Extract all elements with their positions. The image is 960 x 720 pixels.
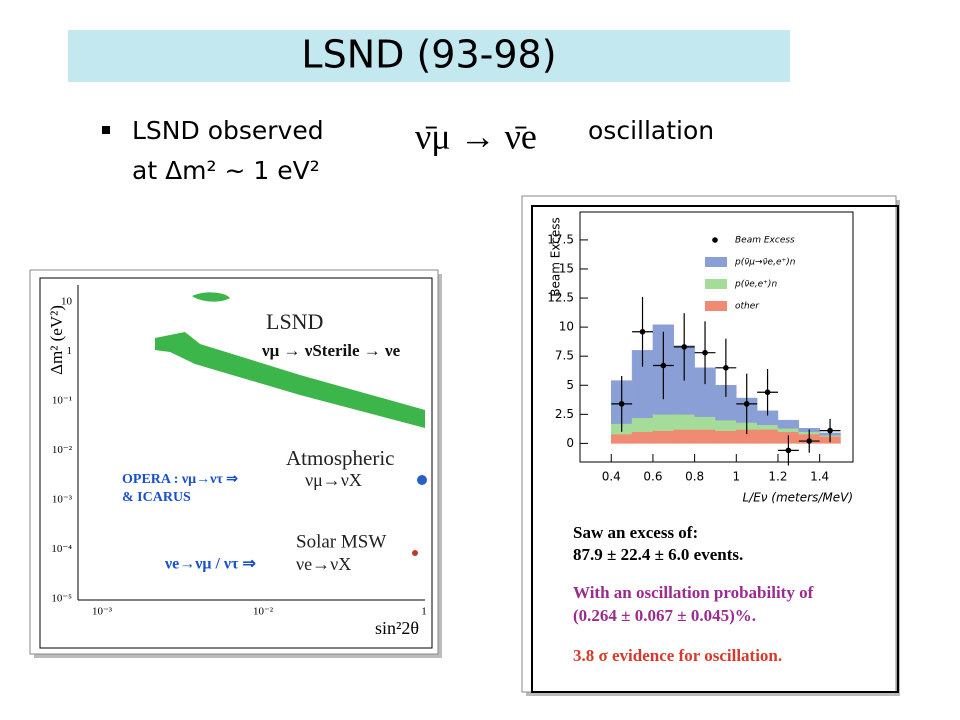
- y-tick-label: 7.5: [555, 349, 574, 363]
- left-y-tick-label: 10⁻⁴: [51, 543, 72, 555]
- left-figure-label: OPERA : νμ→ντ ⇒: [122, 472, 238, 487]
- legend-label: Beam Excess: [735, 236, 795, 246]
- hist-segment: [611, 433, 633, 444]
- hist-segment: [652, 414, 675, 431]
- left-figure-label: νe→νX: [296, 554, 351, 574]
- hist-segment: [631, 417, 654, 433]
- hist-segment: [673, 414, 695, 430]
- left-figure: [29, 269, 439, 655]
- hist-segment: [652, 430, 675, 444]
- data-point: [827, 427, 833, 434]
- data-point: [723, 365, 729, 371]
- left-y-tick-label: 10⁻²: [52, 444, 73, 456]
- plot-frame: [579, 211, 854, 463]
- left-y-label: Δm² (eV²): [47, 305, 66, 375]
- y-tick-label: 10: [559, 320, 574, 334]
- title-bar: [68, 30, 790, 82]
- left-y-tick-label: 10⁻⁵: [51, 593, 72, 605]
- formula: ν̄μ → ν̄e: [415, 116, 537, 156]
- data-point: [764, 389, 771, 396]
- left-y-tick-label: 10⁻¹: [52, 395, 72, 407]
- hist-segment: [756, 429, 779, 444]
- y-tick-label: 2.5: [555, 407, 574, 421]
- bullet-text: LSND observed: [132, 116, 324, 145]
- left-figure-label: LSND: [266, 309, 323, 334]
- left-figure-label: νμ→νX: [305, 470, 362, 490]
- right-frame: [531, 205, 899, 693]
- bullet-line2: at Δm² ~ 1 eV²: [132, 156, 320, 185]
- lsnd-band: [155, 332, 425, 428]
- hist-segment: [756, 424, 779, 430]
- x-tick-label: 0.4: [602, 470, 621, 484]
- left-y-tick-label: 1: [67, 345, 73, 357]
- bullet-text-end: oscillation: [588, 116, 714, 145]
- title: LSND (93-98): [301, 33, 556, 77]
- hist-segment: [673, 429, 695, 444]
- left-x-label: sin²2θ: [375, 618, 419, 638]
- hist-segment: [631, 431, 654, 444]
- x-axis-label: L/Eν (meters/MeV): [742, 491, 853, 505]
- hist-segment: [715, 419, 737, 431]
- data-point: [639, 328, 646, 335]
- note: 3.8 σ evidence for oscillation.: [573, 646, 782, 665]
- note: With an oscillation probability of: [573, 583, 814, 602]
- solar-dot: [412, 550, 418, 556]
- data-point: [660, 362, 667, 369]
- bullet-marker: [102, 126, 110, 134]
- left-figure-label: νe→νμ / ντ ⇒: [164, 556, 256, 573]
- hist-segment: [694, 416, 716, 430]
- left-figure-label: Solar MSW: [296, 531, 386, 552]
- legend-swatch: [705, 279, 727, 289]
- left-x-tick-label: 10⁻³: [92, 606, 113, 618]
- hist-segment: [715, 430, 737, 444]
- y-tick-label: 0: [566, 436, 574, 450]
- data-point: [681, 344, 687, 350]
- legend-label: p(ν̄μ→ν̄e,e⁺)n: [734, 258, 796, 268]
- data-point: [618, 401, 625, 407]
- y-tick-label: 17.5: [547, 232, 574, 246]
- x-tick-label: 1.2: [768, 470, 787, 484]
- hist-segment: [777, 419, 800, 429]
- y-tick-label: 12.5: [547, 291, 574, 305]
- legend-marker: [712, 237, 718, 243]
- data-point: [743, 401, 750, 407]
- lsnd-island: [192, 292, 230, 302]
- y-axis-label: Beam Excess: [549, 217, 563, 296]
- left-y-tick-label: 10⁻³: [52, 494, 73, 506]
- legend-swatch: [705, 257, 727, 267]
- data-point: [806, 438, 813, 444]
- note: Saw an excess of:: [573, 523, 698, 542]
- legend-swatch: [705, 301, 727, 311]
- left-frame: [39, 277, 433, 649]
- data-point: [702, 349, 708, 356]
- left-y-tick-label: 10: [61, 296, 73, 308]
- left-figure-label: Atmospheric: [286, 446, 394, 470]
- hist-segment: [694, 429, 716, 444]
- left-x-tick-label: 10⁻²: [253, 606, 274, 618]
- data-point: [785, 447, 792, 454]
- left-x-tick-label: 1: [421, 606, 427, 618]
- atmospheric-dot: [417, 475, 427, 485]
- legend-label: p(ν̄e,e⁺)n: [734, 280, 777, 290]
- note: 87.9 ± 22.4 ± 6.0 events.: [573, 545, 743, 564]
- x-tick-label: 1.4: [810, 470, 829, 484]
- legend-label: other: [735, 302, 760, 312]
- x-tick-label: 0.8: [685, 470, 704, 484]
- hist-segment: [777, 428, 800, 433]
- y-tick-label: 15: [559, 261, 574, 275]
- x-tick-label: 0.6: [643, 470, 662, 484]
- y-tick-label: 5: [566, 378, 574, 392]
- left-figure-label: & ICARUS: [122, 490, 191, 505]
- right-figure: [521, 195, 897, 693]
- note: (0.264 ± 0.067 ± 0.045)%.: [573, 606, 756, 625]
- left-figure-label: νμ → νSterile → νe: [261, 341, 401, 360]
- x-tick-label: 1: [732, 470, 740, 484]
